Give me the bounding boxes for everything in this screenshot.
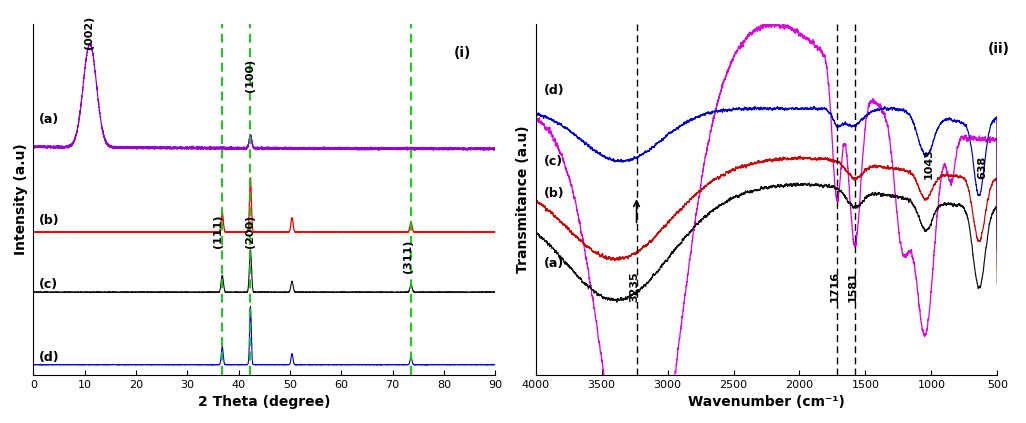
- Text: 638: 638: [977, 155, 987, 179]
- Text: (d): (d): [544, 85, 564, 97]
- Text: (c): (c): [544, 155, 562, 168]
- Y-axis label: Transmitance (a.u): Transmitance (a.u): [516, 125, 530, 273]
- Y-axis label: Intensity (a.u): Intensity (a.u): [14, 143, 28, 255]
- Text: 1043: 1043: [923, 148, 934, 179]
- Text: (111): (111): [213, 214, 223, 248]
- Text: (i): (i): [455, 46, 472, 60]
- Text: (a): (a): [544, 257, 564, 270]
- Text: (200): (200): [245, 214, 255, 248]
- Text: (c): (c): [39, 278, 57, 291]
- Text: 1716: 1716: [830, 270, 840, 302]
- Text: (d): (d): [39, 351, 60, 364]
- Text: (a): (a): [39, 113, 58, 126]
- Text: 1581: 1581: [847, 271, 858, 302]
- Text: (100): (100): [245, 59, 255, 92]
- Text: (311): (311): [403, 240, 412, 273]
- Text: 3235: 3235: [629, 271, 639, 302]
- Text: (b): (b): [39, 214, 60, 227]
- X-axis label: Wavenumber (cm⁻¹): Wavenumber (cm⁻¹): [688, 395, 845, 409]
- Text: (ii): (ii): [988, 42, 1011, 56]
- Text: (b): (b): [544, 187, 564, 200]
- X-axis label: 2 Theta (degree): 2 Theta (degree): [198, 395, 330, 409]
- Text: (002): (002): [84, 16, 93, 49]
